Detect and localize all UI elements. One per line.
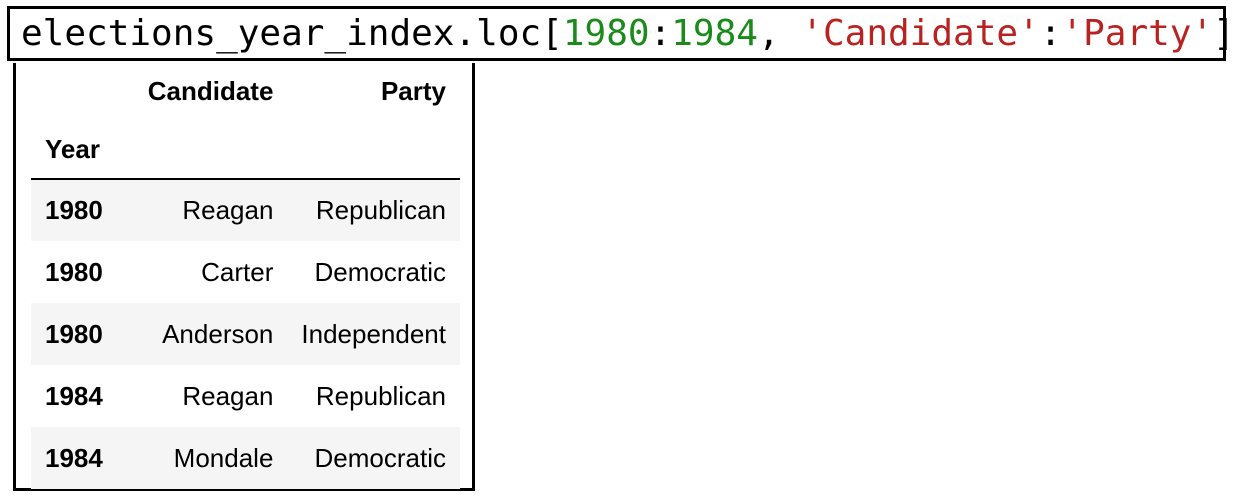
index-name-row: Year xyxy=(31,120,460,179)
table-row: 1984 Reagan Republican xyxy=(31,365,460,427)
code-token: ] xyxy=(1213,13,1234,54)
code-token: : xyxy=(1039,13,1062,54)
dataframe-table: Candidate Party Year 1980 Reagan Republi… xyxy=(31,63,460,489)
column-header-candidate: Candidate xyxy=(147,76,274,106)
row-index-year: 1980 xyxy=(45,256,103,287)
column-header-row: Candidate Party xyxy=(31,63,460,120)
cell-candidate: Reagan xyxy=(182,380,274,411)
cell-candidate: Mondale xyxy=(173,442,274,473)
code-token-string: 'Party' xyxy=(1061,13,1214,54)
table-row: 1980 Anderson Independent xyxy=(31,303,460,365)
index-name-label: Year xyxy=(45,133,100,164)
row-index-year: 1984 xyxy=(45,380,103,411)
code-token: : xyxy=(649,13,672,54)
cell-party: Republican xyxy=(315,195,446,225)
table-row: 1984 Mondale Democratic xyxy=(31,427,460,489)
table-row: 1980 Carter Democratic xyxy=(31,241,460,303)
row-index-year: 1980 xyxy=(45,195,103,225)
row-index-year: 1984 xyxy=(45,442,103,473)
index-name-spacer xyxy=(122,120,288,179)
code-input-cell[interactable]: elections_year_index.loc[1980:1984, 'Can… xyxy=(7,6,1234,61)
index-corner-cell xyxy=(31,63,122,120)
row-index-year: 1980 xyxy=(45,318,103,349)
table-row: 1980 Reagan Republican xyxy=(31,179,460,241)
code-token-number: 1980 xyxy=(562,13,650,54)
code-token: , xyxy=(757,13,802,54)
code-token-string: 'Candidate' xyxy=(801,13,1040,54)
cell-candidate: Carter xyxy=(201,256,274,287)
cell-candidate: Reagan xyxy=(182,195,274,225)
cell-party: Democratic xyxy=(314,442,446,473)
code-token-number: 1984 xyxy=(671,13,758,54)
cell-candidate: Anderson xyxy=(162,318,274,349)
cell-party: Independent xyxy=(301,318,446,349)
cell-party: Democratic xyxy=(314,256,446,287)
cell-output: Candidate Party Year 1980 Reagan Republi… xyxy=(13,63,475,491)
index-name-spacer xyxy=(287,120,460,179)
column-header-party: Party xyxy=(380,76,446,106)
code-token: elections_year_index.loc[ xyxy=(21,13,563,54)
cell-party: Republican xyxy=(315,380,446,411)
